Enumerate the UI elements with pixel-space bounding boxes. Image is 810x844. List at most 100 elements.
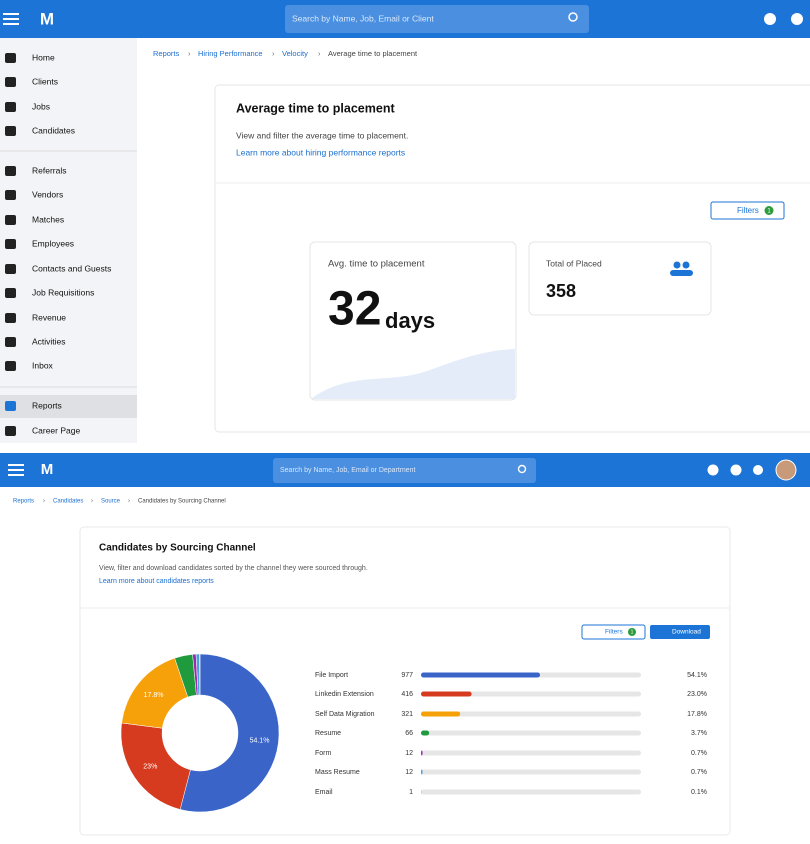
page-title: Average time to placement (236, 101, 395, 115)
breadcrumb-separator: › (272, 49, 275, 58)
nav-item[interactable]: Employees (32, 238, 74, 248)
nav-item[interactable]: Clients (32, 76, 58, 86)
nav-icon (5, 190, 16, 200)
search-placeholder[interactable]: Search by Name, Job, Email or Department (280, 467, 415, 474)
avatar[interactable] (775, 459, 797, 481)
search-box[interactable] (273, 458, 536, 483)
source-count: 1 (409, 789, 413, 796)
logo-letter: M (40, 9, 54, 28)
donut-slice (120, 722, 191, 810)
source-percent: 0.1% (691, 789, 707, 796)
bar (421, 672, 541, 678)
nav-item[interactable]: Vendors (32, 189, 63, 199)
nav-icon (5, 102, 16, 112)
filters-button[interactable] (581, 624, 646, 640)
help-link[interactable]: Learn more about candidates reports (99, 578, 214, 585)
breadcrumb[interactable]: Velocity (282, 49, 308, 58)
source-name: Form (315, 750, 332, 757)
filters-label: Filters (605, 629, 623, 636)
nav-item[interactable]: Jobs (32, 101, 50, 111)
breadcrumb-separator: › (43, 499, 45, 505)
breadcrumb[interactable]: Reports (13, 499, 34, 505)
breadcrumb-separator: › (91, 499, 93, 505)
metric-unit: days (385, 308, 435, 333)
breadcrumb[interactable]: Hiring Performance (198, 49, 263, 58)
notifications-button[interactable] (753, 465, 763, 475)
nav-icon (5, 288, 16, 298)
source-name: Resume (315, 730, 341, 737)
source-percent: 23.0% (687, 691, 707, 698)
filters-label: Filters (737, 206, 759, 215)
nav-icon (5, 166, 16, 176)
filter-badge (764, 206, 774, 215)
nav-icon (5, 126, 16, 136)
source-count: 321 (401, 711, 413, 718)
separator (0, 443, 810, 453)
nav-item[interactable]: Job Requisitions (32, 287, 94, 297)
bar-track (421, 769, 641, 775)
page-title: Candidates by Sourcing Channel (99, 543, 256, 554)
source-count: 416 (401, 691, 413, 698)
sidebar (0, 38, 137, 443)
donut-slice (179, 653, 280, 813)
nav-icon (5, 401, 16, 411)
source-count: 12 (405, 750, 413, 757)
search-icon (517, 464, 527, 474)
filters-button[interactable] (710, 201, 785, 220)
nav-icon (5, 239, 16, 249)
nav-item[interactable]: Home (32, 52, 55, 62)
menu-button[interactable] (3, 13, 19, 25)
search-box[interactable] (285, 5, 589, 33)
bar (421, 750, 423, 756)
breadcrumb[interactable]: Source (101, 499, 121, 505)
source-name: Linkedin Extension (315, 691, 374, 698)
metric-label: Avg. time to placement (328, 259, 425, 270)
nav-item[interactable]: Revenue (32, 312, 66, 322)
bar (421, 691, 472, 697)
nav-icon (5, 215, 16, 225)
nav-item[interactable]: Career Page (32, 425, 80, 435)
nav-icon (5, 313, 16, 323)
people-icon (670, 261, 693, 276)
help-button[interactable] (791, 13, 803, 25)
description: View and filter the average time to plac… (236, 130, 408, 140)
source-name: Mass Resume (315, 769, 360, 776)
nav-item[interactable]: Referrals (32, 165, 66, 175)
slice-label: 17.8% (144, 692, 164, 699)
menu-button[interactable] (8, 464, 24, 476)
add-button[interactable] (707, 464, 719, 476)
logo[interactable] (37, 9, 57, 29)
source-percent: 0.7% (691, 769, 707, 776)
source-name: File Import (315, 672, 348, 679)
breadcrumb[interactable]: Candidates (53, 499, 83, 505)
source-percent: 17.8% (687, 711, 707, 718)
nav-item[interactable]: Candidates (32, 125, 75, 135)
description: View, filter and download candidates sor… (99, 565, 368, 572)
bar-track (421, 730, 641, 736)
search-placeholder[interactable]: Search by Name, Job, Email or Client (292, 13, 434, 23)
source-name: Self Data Migration (315, 711, 375, 718)
bar-track (421, 711, 641, 717)
breadcrumb: Candidates by Sourcing Channel (138, 499, 226, 505)
source-name: Email (315, 789, 333, 796)
nav-item[interactable]: Activities (32, 336, 66, 346)
sparkline (311, 349, 515, 399)
breadcrumb-separator: › (318, 49, 321, 58)
help-button[interactable] (730, 464, 742, 476)
add-button[interactable] (764, 13, 776, 25)
source-count: 977 (401, 672, 413, 679)
bar-track (421, 691, 641, 697)
download-button[interactable] (650, 625, 710, 639)
help-link[interactable]: Learn more about hiring performance repo… (236, 147, 405, 157)
nav-item[interactable]: Matches (32, 214, 64, 224)
bar-track (421, 789, 641, 795)
nav-icon (5, 426, 16, 436)
placed-card (528, 241, 712, 316)
download-label: Download (672, 629, 701, 636)
breadcrumb[interactable]: Reports (153, 49, 180, 58)
nav-item[interactable]: Reports (32, 400, 62, 410)
nav-item[interactable]: Inbox (32, 360, 54, 370)
nav-item[interactable]: Contacts and Guests (32, 263, 111, 273)
slice-label: 54.1% (250, 737, 270, 744)
